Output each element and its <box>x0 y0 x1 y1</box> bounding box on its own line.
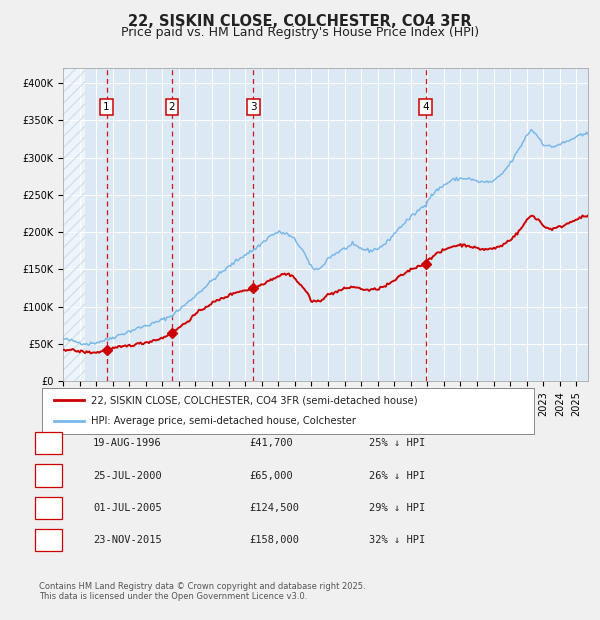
Text: 2: 2 <box>45 471 52 480</box>
Bar <box>63 68 85 381</box>
Text: 25-JUL-2000: 25-JUL-2000 <box>93 471 162 480</box>
Text: 1: 1 <box>45 438 52 448</box>
Text: 22, SISKIN CLOSE, COLCHESTER, CO4 3FR: 22, SISKIN CLOSE, COLCHESTER, CO4 3FR <box>128 14 472 29</box>
Text: £65,000: £65,000 <box>249 471 293 480</box>
Text: Contains HM Land Registry data © Crown copyright and database right 2025.
This d: Contains HM Land Registry data © Crown c… <box>39 582 365 601</box>
Text: 3: 3 <box>250 102 257 112</box>
Text: 23-NOV-2015: 23-NOV-2015 <box>93 535 162 545</box>
Text: 29% ↓ HPI: 29% ↓ HPI <box>369 503 425 513</box>
Text: 1: 1 <box>103 102 110 112</box>
Text: 22, SISKIN CLOSE, COLCHESTER, CO4 3FR (semi-detached house): 22, SISKIN CLOSE, COLCHESTER, CO4 3FR (s… <box>91 395 418 405</box>
Text: 26% ↓ HPI: 26% ↓ HPI <box>369 471 425 480</box>
Text: Price paid vs. HM Land Registry's House Price Index (HPI): Price paid vs. HM Land Registry's House … <box>121 26 479 39</box>
Text: 4: 4 <box>422 102 429 112</box>
Text: 01-JUL-2005: 01-JUL-2005 <box>93 503 162 513</box>
Text: 32% ↓ HPI: 32% ↓ HPI <box>369 535 425 545</box>
Text: £41,700: £41,700 <box>249 438 293 448</box>
Text: £158,000: £158,000 <box>249 535 299 545</box>
Text: 25% ↓ HPI: 25% ↓ HPI <box>369 438 425 448</box>
Text: 2: 2 <box>169 102 175 112</box>
Text: 4: 4 <box>45 535 52 545</box>
Text: 19-AUG-1996: 19-AUG-1996 <box>93 438 162 448</box>
Text: HPI: Average price, semi-detached house, Colchester: HPI: Average price, semi-detached house,… <box>91 417 356 427</box>
Text: 3: 3 <box>45 503 52 513</box>
Text: £124,500: £124,500 <box>249 503 299 513</box>
